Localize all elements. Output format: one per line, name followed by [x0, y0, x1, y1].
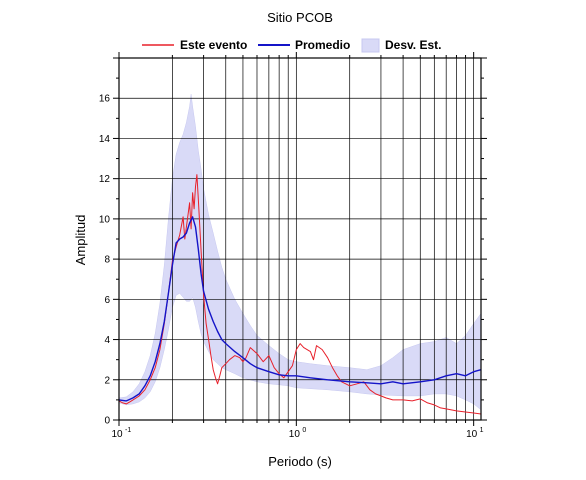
y-tick-label: 10	[99, 214, 111, 225]
y-tick-label: 16	[99, 94, 111, 105]
x-tick-label: 10	[466, 429, 478, 440]
series-line-promedio	[118, 216, 482, 402]
y-tick-label: 14	[99, 134, 111, 145]
legend-label-este-evento: Este evento	[180, 38, 247, 52]
std-band-layer	[118, 94, 482, 411]
legend: Este evento Promedio Desv. Est.	[142, 38, 441, 53]
std-band-area	[118, 94, 482, 411]
x-axis-label: Periodo (s)	[268, 454, 332, 469]
y-tick-label: 12	[99, 174, 111, 185]
y-axis-label: Amplitud	[73, 215, 88, 266]
legend-label-promedio: Promedio	[295, 38, 350, 52]
legend-label-desv-est: Desv. Est.	[385, 38, 441, 52]
y-tick-label: 0	[104, 416, 110, 427]
series-layer	[118, 174, 482, 415]
x-tick-label-exponent: 1	[480, 427, 484, 434]
x-tick-label: 10	[111, 429, 123, 440]
grid-layer	[118, 58, 481, 421]
legend-swatch-desv-est	[361, 38, 380, 53]
chart-title: Sitio PCOB	[267, 10, 333, 25]
x-tick-label: 10	[289, 429, 301, 440]
x-tick-label-exponent: -1	[125, 427, 131, 434]
y-tick-label: 4	[104, 335, 110, 346]
plot-frame-layer	[113, 52, 487, 426]
x-tick-label-exponent: 0	[302, 427, 306, 434]
y-tick-label: 2	[104, 375, 110, 386]
y-tick-label: 6	[104, 295, 110, 306]
y-tick-label: 8	[104, 255, 110, 266]
